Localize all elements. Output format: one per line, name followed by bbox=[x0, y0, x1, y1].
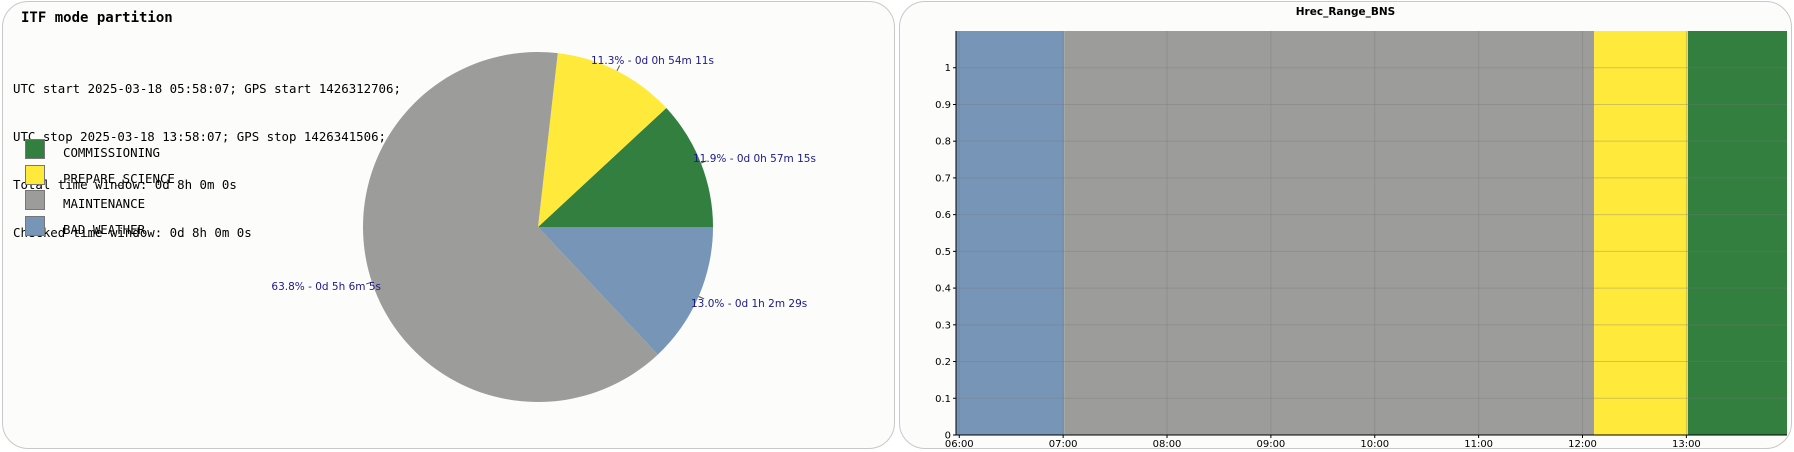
hrec-range-panel: Hrec_Range_BNS 0 0.1 0.2 0.3 0.4 0.5 0.6 0.7 0.8… bbox=[899, 1, 1792, 449]
legend-swatch bbox=[25, 215, 45, 236]
y-tick-label: 0.5 bbox=[935, 247, 951, 258]
y-tick-label: 0.1 bbox=[935, 394, 951, 405]
mode-partition-panel: ITF mode partition UTC start 2025-03-18 … bbox=[2, 1, 895, 449]
x-tick-label: 06:00 bbox=[945, 439, 974, 449]
info-line-utc-stop: UTC stop 2025-03-18 13:58:07; GPS stop 1… bbox=[13, 129, 386, 144]
legend-label: MAINTENANCE bbox=[63, 196, 146, 211]
x-tick-label: 12:00 bbox=[1568, 439, 1597, 449]
y-tick-label: 0.8 bbox=[935, 137, 951, 148]
legend-swatch bbox=[25, 190, 45, 210]
segment-maintenance bbox=[1064, 31, 1595, 435]
pie-slice-commissioning bbox=[538, 108, 713, 227]
pie-slice-maintenance bbox=[363, 52, 658, 403]
legend-swatch bbox=[25, 139, 45, 159]
pie-label-maintenance: 63.8% - 0d 5h 6m 5s bbox=[271, 281, 381, 293]
pie-label-commissioning: 11.9% - 0d 0h 57m 15s bbox=[693, 153, 816, 165]
y-tick-label: 1 bbox=[945, 63, 951, 74]
segment-bad-weather bbox=[956, 31, 1065, 435]
legend-label: PREPARE_SCIENCE bbox=[63, 170, 175, 186]
chart-title: Hrec_Range_BNS bbox=[1295, 6, 1396, 18]
timeline-chart: 0 0.1 0.2 0.3 0.4 0.5 0.6 0.7 0.8 0.9 1 06:00 07:00 0… bbox=[935, 31, 1787, 449]
y-tick-label: 0 bbox=[945, 431, 951, 442]
panel-title: ITF mode partition bbox=[21, 10, 173, 26]
x-tick-label: 11:00 bbox=[1464, 439, 1493, 449]
pie-label-prepare-science: 11.3% - 0d 0h 54m 11s bbox=[591, 55, 714, 67]
pie-leader-line bbox=[616, 65, 621, 72]
x-tick-label: 09:00 bbox=[1256, 439, 1285, 449]
x-tick-label: 08:00 bbox=[1153, 439, 1182, 449]
legend-label: COMMISSIONING bbox=[63, 145, 160, 160]
info-line-utc-start: UTC start 2025-03-18 05:58:07; GPS start… bbox=[13, 81, 401, 96]
pie-chart: 11.9% - 0d 0h 57m 15s 11.3% - 0d 0h 54m 1… bbox=[271, 52, 816, 403]
y-tick-label: 0.6 bbox=[935, 210, 951, 221]
y-tick-label: 0.9 bbox=[935, 100, 951, 111]
pie-slice-bad-weather bbox=[538, 227, 713, 355]
pie-label-bad-weather: 13.0% - 0d 1h 2m 29s bbox=[691, 298, 807, 310]
x-tick-label: 10:00 bbox=[1360, 439, 1389, 449]
pie-slice-prepare-science bbox=[538, 53, 667, 228]
y-tick-label: 0.2 bbox=[935, 357, 951, 368]
y-tick-label: 0.7 bbox=[935, 173, 951, 184]
segment-prepare-science bbox=[1594, 31, 1688, 435]
legend-swatch bbox=[25, 164, 45, 185]
pie-leader-line bbox=[366, 281, 373, 285]
pie-leader-line bbox=[700, 160, 707, 164]
time-window-info: UTC start 2025-03-18 05:58:07; GPS start… bbox=[13, 49, 401, 273]
y-tick-label: 0.3 bbox=[935, 320, 951, 331]
legend-label: BAD_WEATHER bbox=[63, 221, 146, 237]
y-tick-label: 0.4 bbox=[935, 284, 951, 295]
x-tick-label: 13:00 bbox=[1672, 439, 1701, 449]
pie-leader-line bbox=[698, 296, 705, 300]
segment-commissioning bbox=[1687, 31, 1787, 435]
info-line-total-window: Total time window: 0d 8h 0m 0s bbox=[13, 177, 237, 192]
x-tick-label: 07:00 bbox=[1049, 439, 1078, 449]
